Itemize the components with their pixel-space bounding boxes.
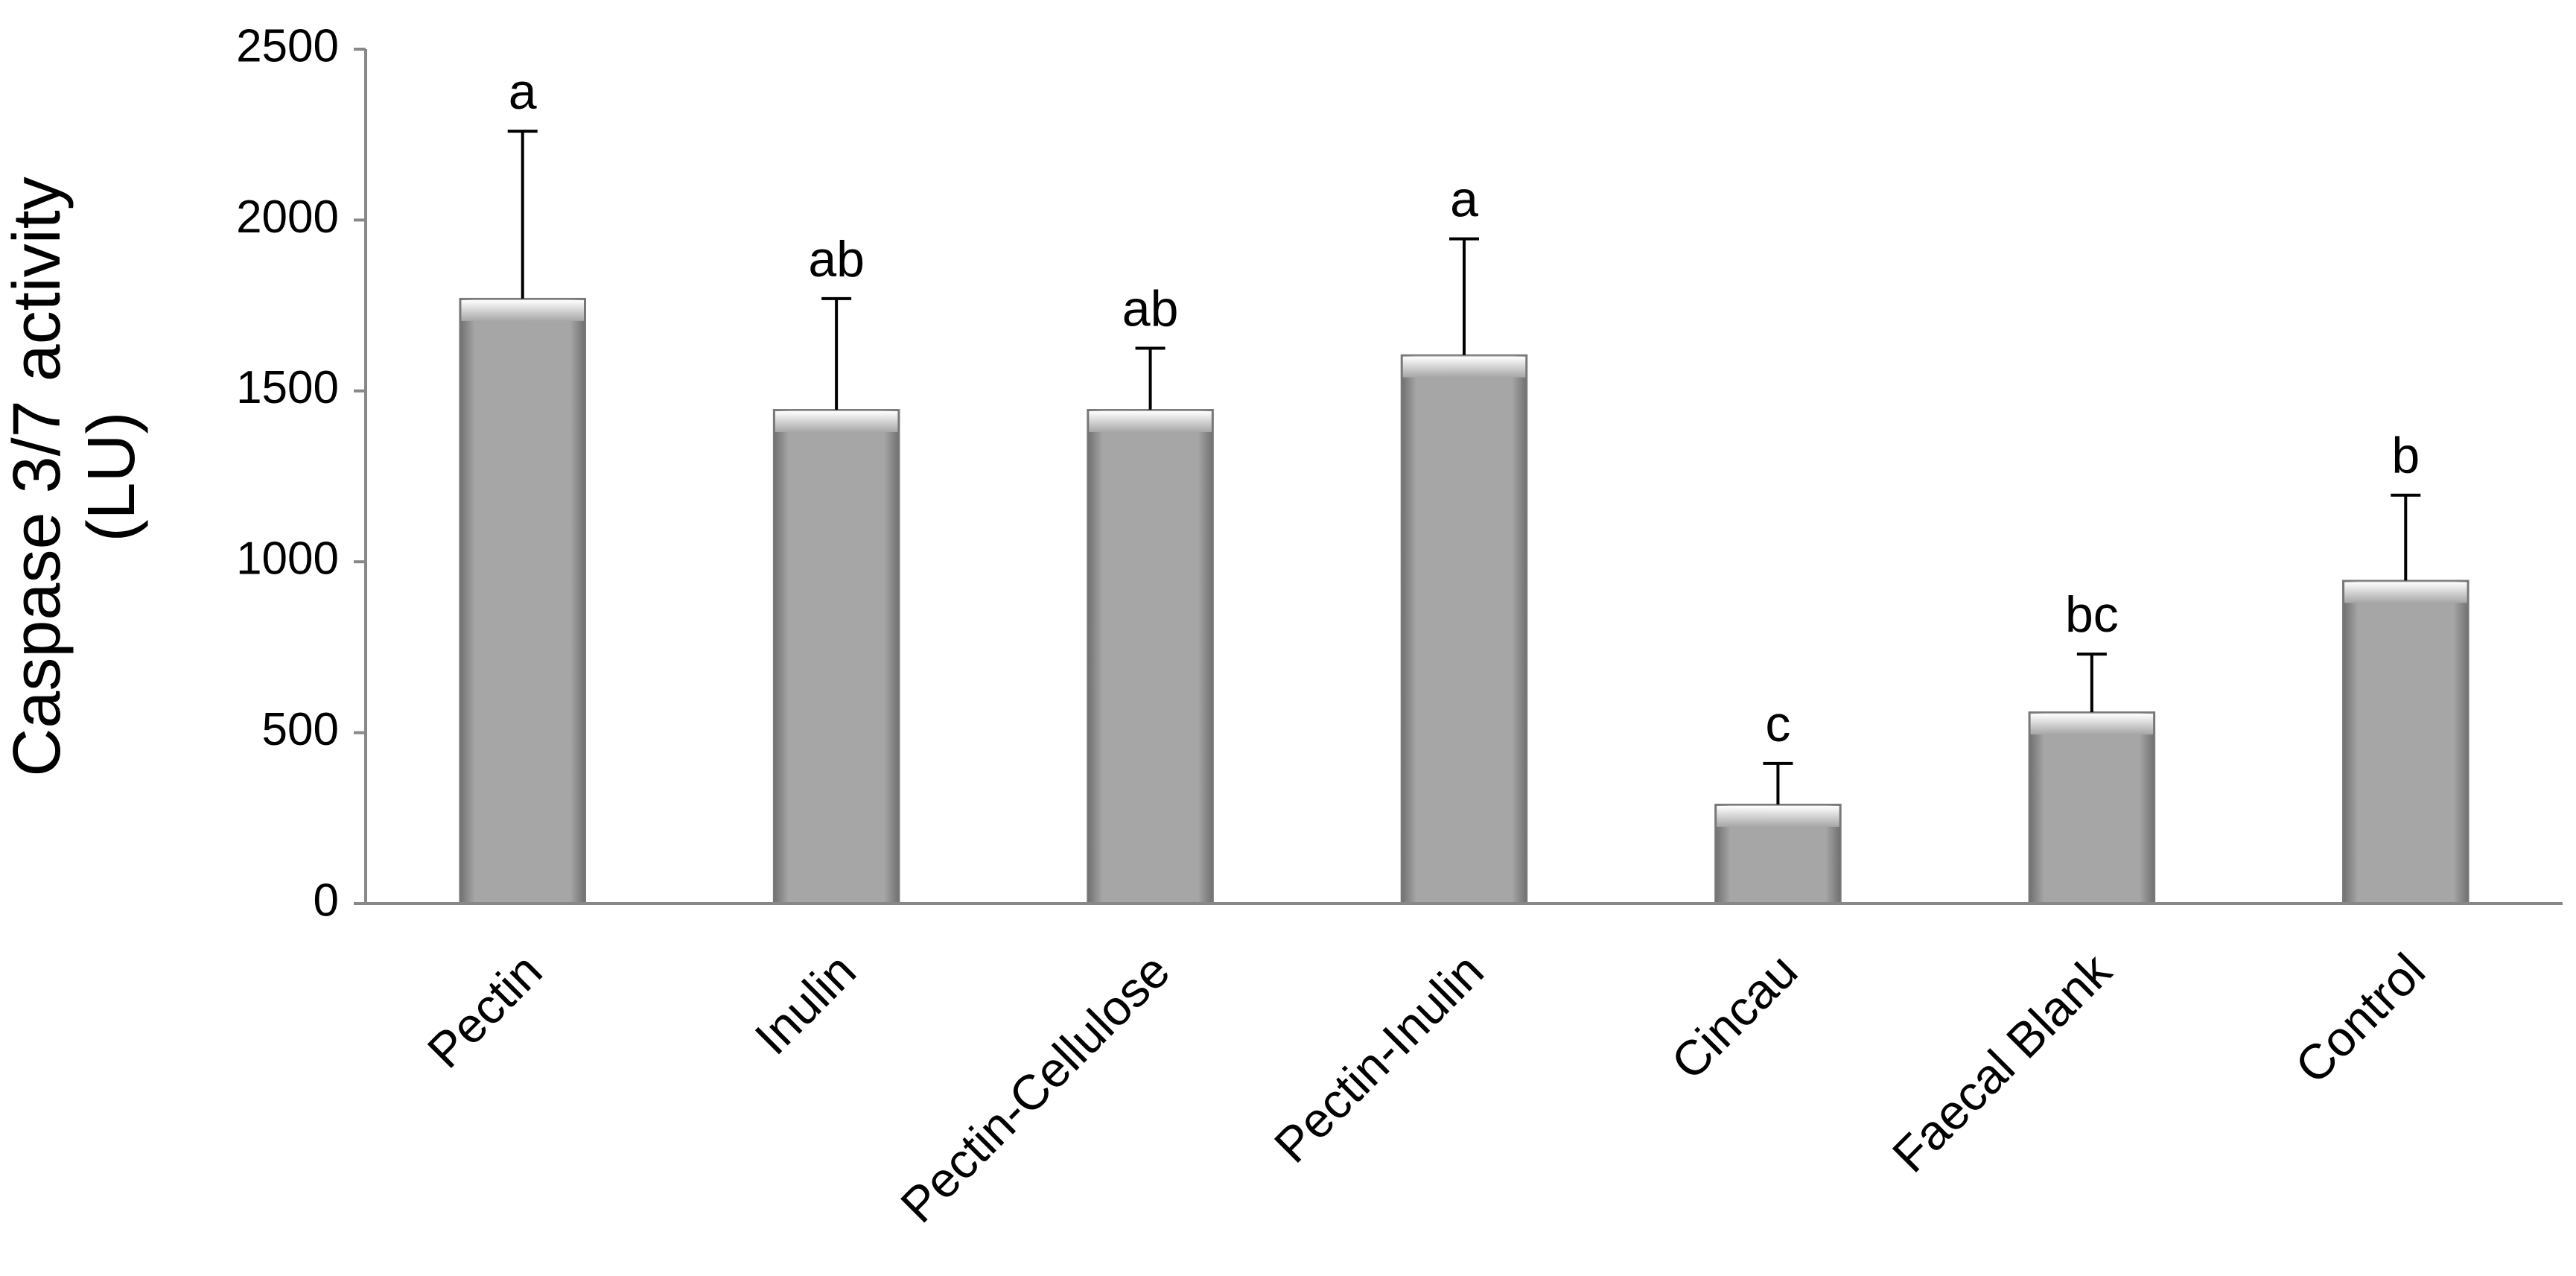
bar [2028,711,2156,905]
bar-bevel [775,411,898,433]
x-tick-label: Pectin-Cellulose [890,943,1180,1234]
bar-bevel [2030,714,2154,735]
error-bar [1763,761,1793,804]
annotation: a [1450,171,1478,228]
bar-bevel [461,299,584,321]
y-axis-label-line: Caspase 3/7 activity [0,177,74,776]
bar-bevel [1402,356,1526,378]
x-tick-label: Cincau [1661,943,1808,1091]
x-tick-label: Pectin-Inulin [1264,943,1494,1173]
y-tick-label: 2500 [236,20,339,72]
error-bar [2076,653,2107,713]
y-tick-label: 2000 [236,191,339,243]
y-tick-label: 1000 [236,533,339,585]
x-tick-label: Inulin [744,943,866,1065]
error-bar [2391,493,2421,581]
error-bar [821,296,852,410]
x-tick-label: Pectin [417,943,553,1079]
y-axis-label: Caspase 3/7 activity (LU) [0,177,149,776]
x-tick-label: Faecal Blank [1882,942,2122,1183]
bar [1400,354,1528,905]
y-tick-label: 0 [314,875,339,926]
bar [772,409,900,904]
bar [2342,580,2470,905]
y-tick-label: 1500 [236,362,339,413]
bar [459,297,587,904]
bar-bevel [1717,805,1839,827]
y-axis-label-line: (LU) [74,412,149,542]
bar-bevel [1089,411,1212,433]
annotation: c [1765,696,1790,752]
error-bar [507,130,538,299]
annotation: ab [808,231,865,288]
annotation: bc [2065,586,2119,643]
x-tick-label: Control [2284,943,2435,1094]
annotation: b [2391,428,2420,484]
error-bar [1449,237,1479,355]
bar [1087,409,1214,904]
annotation: ab [1122,280,1179,337]
error-bar [1135,346,1165,410]
bar-bevel [2344,582,2467,603]
y-tick-label: 500 [262,704,339,755]
annotation: a [509,63,537,120]
